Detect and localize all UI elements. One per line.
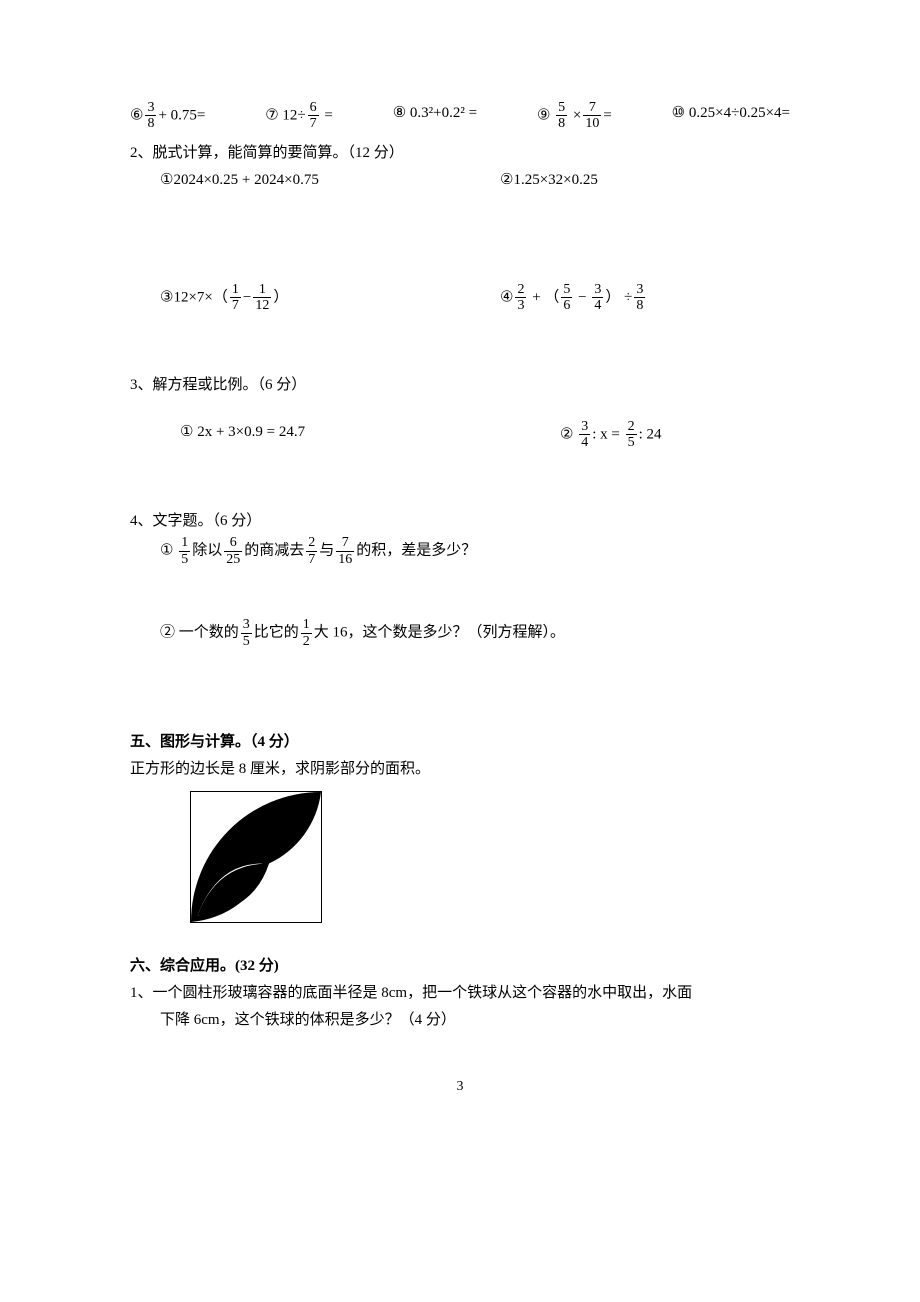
q2-p2: ②1.25×32×0.25 — [500, 167, 598, 194]
q6-marker: ⑥ — [130, 107, 143, 123]
q9-frac1: 58 — [556, 100, 567, 132]
q6: ⑥38+ 0.75= — [130, 100, 205, 132]
q8-marker: ⑧ — [393, 105, 406, 121]
q4-p2: ② 一个数的35比它的12大 16，这个数是多少？（列方程解）。 — [130, 617, 790, 649]
section-6: 六、综合应用。(32 分) 1、一个圆柱形玻璃容器的底面半径是 8cm，把一个铁… — [130, 953, 790, 1034]
q9-marker: ⑨ — [537, 107, 550, 123]
q8: ⑧ 0.3²+0.2² = — [393, 100, 477, 132]
q3-title: 3、解方程或比例。（6 分） — [130, 372, 790, 399]
q9: ⑨ 58 ×710= — [537, 100, 612, 132]
q3-row: ① 2x + 3×0.9 = 24.7 ② 34: x = 25: 24 — [130, 419, 790, 451]
q4-title: 4、文字题。（6 分） — [130, 508, 790, 535]
sec5-body: 正方形的边长是 8 厘米，求阴影部分的面积。 — [130, 756, 790, 783]
sec6-q1-line2: 下降 6cm，这个铁球的体积是多少？（4 分） — [130, 1007, 790, 1034]
sec6-q1-line1: 1、一个圆柱形玻璃容器的底面半径是 8cm，把一个铁球从这个容器的水中取出，水面 — [130, 980, 790, 1007]
section-5: 五、图形与计算。（4 分） 正方形的边长是 8 厘米，求阴影部分的面积。 — [130, 729, 790, 923]
q6-frac: 38 — [145, 100, 156, 132]
shaded-figure — [190, 791, 322, 923]
page-number: 3 — [130, 1074, 790, 1099]
sec5-heading: 五、图形与计算。（4 分） — [130, 729, 790, 756]
sec6-heading: 六、综合应用。(32 分) — [130, 953, 790, 980]
q9-frac2: 710 — [583, 100, 601, 132]
q7-marker: ⑦ — [265, 107, 278, 123]
calc-row: ⑥38+ 0.75= ⑦ 12÷67 = ⑧ 0.3²+0.2² = ⑨ 58 … — [130, 100, 790, 132]
q2-p4: ④23 + （56 − 34） ÷38 — [500, 282, 647, 314]
q10-marker: ⑩ — [672, 105, 685, 121]
q2-p1: ①2024×0.25 + 2024×0.75 — [160, 167, 500, 194]
q2-title: 2、脱式计算，能简算的要简算。（12 分） — [130, 140, 790, 167]
shaded-svg — [191, 792, 321, 922]
q10: ⑩ 0.25×4÷0.25×4= — [672, 100, 790, 132]
q4-p1: ① 15除以625的商减去27与716的积，差是多少？ — [130, 535, 790, 567]
q2-row1: ①2024×0.25 + 2024×0.75 ②1.25×32×0.25 — [130, 167, 790, 194]
q2-p3: ③12×7×（17−112） — [160, 282, 500, 314]
q2-row2: ③12×7×（17−112） ④23 + （56 − 34） ÷38 — [130, 282, 790, 314]
q7: ⑦ 12÷67 = — [265, 100, 333, 132]
q7-frac: 67 — [308, 100, 319, 132]
q3-p2: ② 34: x = 25: 24 — [560, 419, 662, 451]
q3-p1: ① 2x + 3×0.9 = 24.7 — [180, 419, 560, 451]
